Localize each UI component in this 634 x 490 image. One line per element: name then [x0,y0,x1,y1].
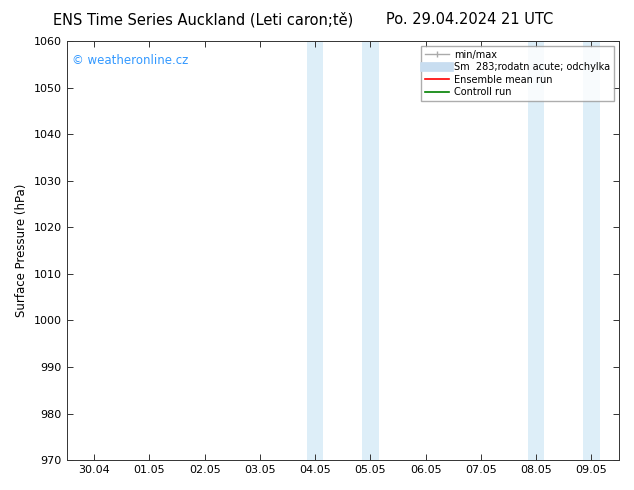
Text: Po. 29.04.2024 21 UTC: Po. 29.04.2024 21 UTC [385,12,553,27]
Bar [528,41,545,460]
Text: ENS Time Series Auckland (Leti caron;tě): ENS Time Series Auckland (Leti caron;tě) [53,12,353,28]
Legend: min/max, Sm  283;rodatn acute; odchylka, Ensemble mean run, Controll run: min/max, Sm 283;rodatn acute; odchylka, … [421,46,614,101]
Y-axis label: Surface Pressure (hPa): Surface Pressure (hPa) [15,184,28,318]
Bar [583,41,600,460]
Bar [307,41,323,460]
Text: © weatheronline.cz: © weatheronline.cz [72,53,188,67]
Bar [362,41,378,460]
